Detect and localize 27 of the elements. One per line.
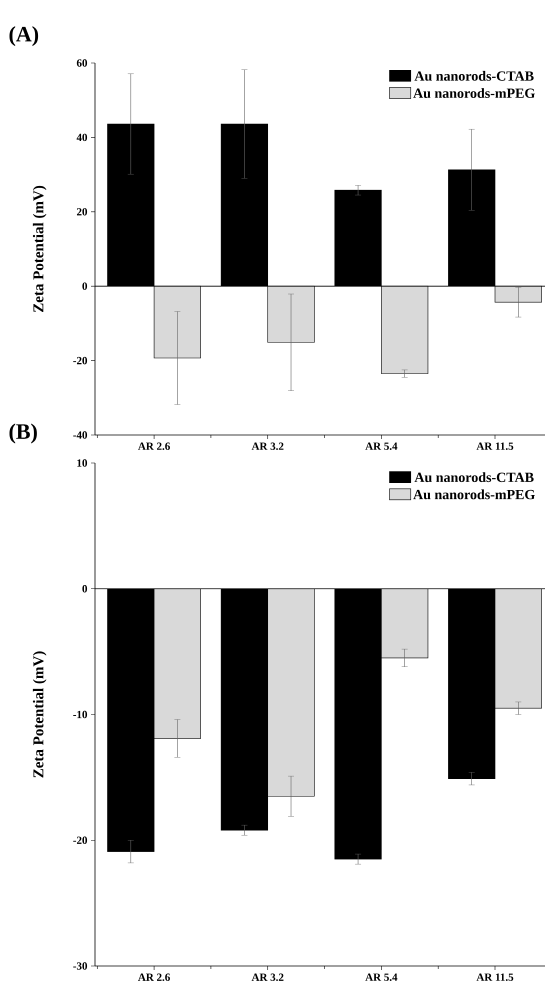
- y-tick-label: 0: [82, 282, 88, 290]
- legend-label: Au nanorods-CTAB: [414, 472, 534, 482]
- legend-label: Au nanorods-mPEG: [413, 489, 535, 500]
- y-tick-label: -20: [73, 356, 88, 364]
- y-tick-label: -10: [73, 710, 88, 718]
- x-tick-label: AR 11.5: [476, 442, 514, 450]
- y-axis-title: Zeta Potential (mV): [32, 651, 46, 778]
- y-tick-label: -30: [73, 962, 88, 970]
- y-tick-label: -40: [73, 431, 88, 439]
- x-tick-label: AR 2.6: [138, 974, 170, 981]
- chart-title: (A): [9, 26, 38, 46]
- y-tick-label: 20: [76, 208, 88, 216]
- chart-title: (B): [9, 424, 37, 444]
- y-tick-label: 0: [82, 585, 88, 592]
- y-tick-label: -20: [73, 836, 88, 844]
- x-tick-label: AR 3.2: [252, 442, 284, 450]
- x-tick-label: AR 5.4: [365, 442, 398, 450]
- y-tick-label: 10: [77, 459, 88, 467]
- x-tick-label: AR 3.2: [252, 974, 284, 981]
- y-axis-title: Zeta Potential (mV): [32, 186, 46, 312]
- legend-label: Au nanorods-CTAB: [414, 70, 534, 81]
- legend-label: Au nanorods-mPEG: [413, 88, 535, 98]
- x-tick-label: AR 5.4: [365, 974, 398, 981]
- x-tick-label: AR 2.6: [138, 442, 170, 450]
- y-tick-label: 40: [76, 134, 88, 142]
- y-tick-label: 60: [76, 59, 88, 67]
- x-tick-label: AR 11.5: [476, 974, 514, 981]
